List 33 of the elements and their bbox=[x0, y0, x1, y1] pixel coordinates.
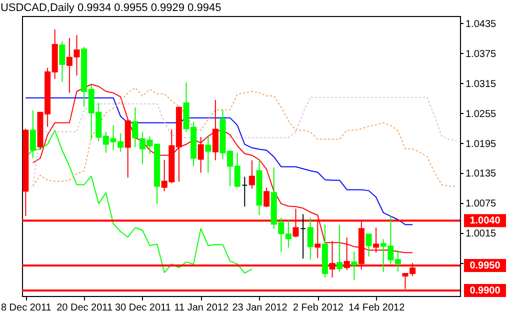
candlestick bbox=[198, 136, 204, 174]
y-tick-label: 1.0075 bbox=[466, 198, 497, 210]
candlestick bbox=[307, 217, 314, 260]
candlestick bbox=[336, 224, 343, 272]
y-tick-label: 1.0195 bbox=[466, 138, 497, 150]
y-tick-label: 1.0255 bbox=[466, 108, 497, 120]
y-tick-label: 1.0135 bbox=[466, 168, 497, 180]
candlestick bbox=[205, 136, 212, 174]
candlestick bbox=[242, 176, 248, 208]
candlestick bbox=[366, 233, 372, 258]
candlestick bbox=[248, 160, 255, 190]
candlestick bbox=[264, 187, 270, 208]
x-tick-label: 30 Dec 2011 bbox=[114, 302, 172, 314]
candlestick bbox=[351, 251, 358, 281]
ref-line-label: 0.9950 bbox=[470, 260, 501, 272]
chart-title: USDCAD,Daily 0.9934 0.9955 0.9929 0.9945 bbox=[0, 2, 222, 14]
ref-line-label: 0.9900 bbox=[470, 286, 501, 297]
x-tick-label: 8 Dec 2011 bbox=[0, 302, 52, 314]
x-tick-label: 2 Feb 2012 bbox=[292, 302, 344, 314]
candlestick bbox=[212, 99, 218, 161]
y-tick-label: 1.0315 bbox=[466, 78, 497, 90]
x-tick-label: 23 Jan 2012 bbox=[232, 302, 288, 314]
x-tick-label: 11 Jan 2012 bbox=[174, 302, 229, 314]
candlestick bbox=[300, 214, 306, 260]
x-tick-label: 14 Feb 2012 bbox=[348, 302, 406, 314]
y-tick-label: 1.0375 bbox=[466, 48, 497, 60]
ref-line-label: 1.0040 bbox=[470, 216, 501, 227]
y-tick-label: 1.0015 bbox=[466, 228, 497, 240]
candlestick bbox=[59, 40, 66, 82]
x-tick-label: 20 Dec 2011 bbox=[56, 302, 113, 314]
candlestick bbox=[132, 106, 138, 148]
y-tick-label: 1.0435 bbox=[466, 18, 497, 30]
line-series bbox=[25, 97, 414, 226]
